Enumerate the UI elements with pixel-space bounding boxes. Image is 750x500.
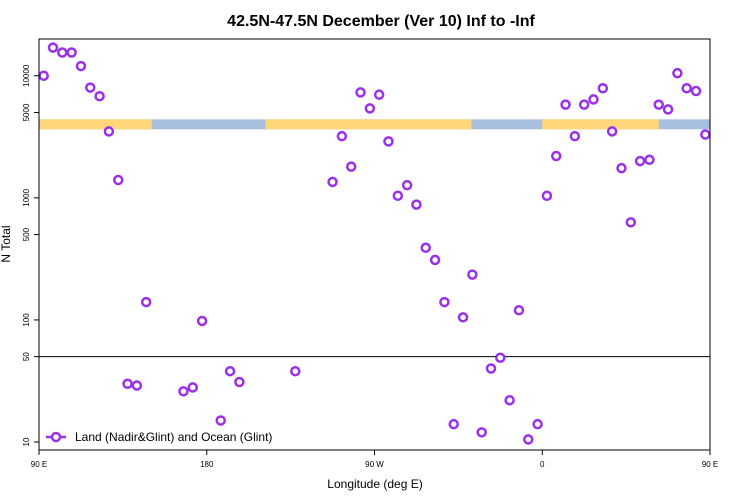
- data-point: [75, 60, 87, 72]
- data-point: [373, 89, 385, 100]
- data-point: [38, 70, 49, 82]
- landmask-band: [39, 119, 710, 130]
- data-point: [355, 87, 366, 98]
- data-point: [290, 365, 301, 377]
- data-point: [700, 129, 711, 140]
- y-tick-label: 500: [22, 227, 31, 241]
- data-point: [439, 296, 450, 308]
- land-segment: [39, 119, 152, 130]
- data-point: [448, 418, 459, 430]
- data-point: [383, 136, 394, 147]
- data-point: [504, 394, 515, 406]
- data-point: [672, 67, 683, 79]
- y-tick-label: 100: [22, 313, 31, 327]
- data-point: [476, 427, 487, 438]
- y-tick-label: 5000: [22, 103, 31, 121]
- y-tick-label: 1000: [22, 188, 31, 206]
- data-point: [681, 82, 692, 94]
- data-point: [140, 296, 152, 308]
- data-point: [178, 386, 189, 397]
- data-point: [327, 176, 338, 188]
- data-point: [457, 312, 469, 323]
- data-point: [513, 305, 525, 316]
- land-segment: [542, 119, 659, 130]
- data-point: [467, 269, 478, 280]
- data-point: [66, 47, 77, 58]
- y-tick-label: 10: [22, 437, 31, 446]
- data-point: [550, 150, 562, 162]
- data-point: [234, 376, 245, 388]
- data-point: [616, 162, 627, 174]
- x-tick-label: 90 E: [31, 460, 47, 469]
- data-point: [215, 415, 226, 426]
- data-point: [420, 242, 432, 254]
- data-point: [429, 254, 441, 266]
- y-tick-label: 10000: [22, 64, 31, 87]
- data-point: [532, 418, 543, 430]
- data-point: [588, 94, 599, 105]
- data-point: [401, 179, 413, 191]
- x-tick-label: 180: [200, 460, 214, 469]
- data-point: [560, 99, 571, 110]
- land-segment: [265, 119, 472, 130]
- data-point: [112, 174, 124, 186]
- data-point: [578, 99, 590, 110]
- data-point: [411, 199, 422, 210]
- x-tick-label: 0: [540, 460, 545, 469]
- legend: Land (Nadir&Glint) and Ocean (Glint): [46, 430, 272, 444]
- data-point: [690, 85, 702, 97]
- data-point: [634, 155, 646, 167]
- data-point: [94, 90, 105, 102]
- data-point: [131, 380, 143, 391]
- data-point: [523, 434, 534, 445]
- x-tick-label: 90 E: [702, 460, 718, 469]
- data-point: [597, 82, 609, 94]
- data-point: [606, 126, 618, 137]
- data-point: [485, 363, 497, 374]
- data-point: [495, 352, 506, 363]
- x-axis-label: Longitude (deg E): [327, 477, 422, 491]
- data-point: [187, 382, 199, 393]
- legend-label: Land (Nadir&Glint) and Ocean (Glint): [75, 430, 272, 444]
- y-axis-label: N Total: [0, 225, 13, 262]
- y-axis: 10 50 100 500 1000 5000 10000: [22, 64, 39, 446]
- data-point: [569, 130, 581, 142]
- data-point: [653, 99, 664, 110]
- data-point: [103, 126, 115, 137]
- data-point: [392, 190, 404, 202]
- chart-title: 42.5N-47.5N December (Ver 10) Inf to -In…: [227, 13, 535, 30]
- data-point: [662, 104, 674, 115]
- y-tick-label: 50: [22, 352, 31, 361]
- data-point: [224, 365, 236, 377]
- data-point: [196, 315, 208, 327]
- data-points: [38, 42, 711, 445]
- x-tick-label: 90 W: [365, 460, 384, 469]
- data-point: [345, 161, 357, 172]
- legend-marker: [50, 431, 62, 443]
- data-point: [57, 47, 68, 58]
- data-point: [364, 103, 376, 114]
- data-point: [644, 154, 655, 166]
- data-point: [336, 130, 348, 142]
- x-axis: 90 E 180 90 W 0 90 E: [31, 450, 718, 469]
- data-point: [122, 378, 133, 390]
- data-point: [541, 190, 553, 202]
- data-point: [47, 42, 59, 53]
- data-point: [625, 217, 637, 228]
- data-point: [85, 82, 96, 93]
